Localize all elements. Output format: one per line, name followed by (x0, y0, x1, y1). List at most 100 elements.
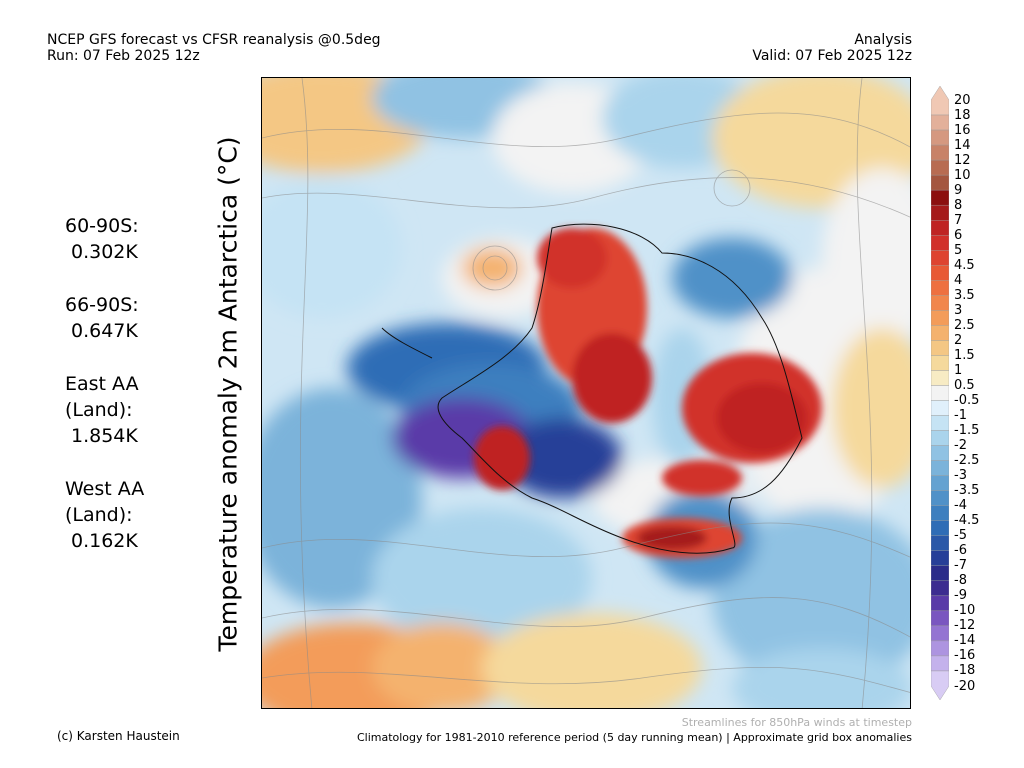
climatology-note: Climatology for 1981-2010 reference peri… (356, 731, 912, 744)
colorbar-segment (931, 445, 949, 461)
valid-time: Valid: 07 Feb 2025 12z (752, 48, 912, 64)
colorbar-tick-label: -3.5 (954, 483, 980, 499)
colorbar-segment (931, 310, 949, 326)
colorbar-segment (931, 400, 949, 416)
title-line2: Run: 07 Feb 2025 12z (47, 48, 200, 64)
colorbar-segment (931, 460, 949, 476)
colorbar-tick-label: -16 (954, 648, 976, 664)
colorbar-tick-label: -0.5 (954, 393, 980, 408)
colorbar-segments (931, 86, 949, 700)
colorbar-segment (931, 415, 949, 431)
stat-value: 0.162K (71, 530, 138, 552)
stat-east-aa: East AA (Land): 1.854K (65, 371, 144, 449)
colorbar-tick-label: 16 (954, 122, 971, 138)
stats-panel: 60-90S: 0.302K 66-90S: 0.647K East AA (L… (65, 213, 144, 581)
colorbar-tick-label: 3.5 (954, 287, 975, 303)
colorbar-tick-label: -2.5 (954, 453, 980, 469)
y-axis-label-area: Temperature anomaly 2m Antarctica (°C) (190, 78, 266, 710)
colorbar-segment (931, 250, 949, 266)
stat-value: 1.854K (71, 425, 138, 447)
colorbar-tick-label: 7 (954, 212, 963, 228)
colorbar-tick-label: 9 (954, 182, 963, 198)
colorbar-segment (931, 189, 949, 206)
colorbar-segment (931, 640, 949, 657)
colorbar-tick-label: 18 (954, 107, 971, 123)
credit: (c) Karsten Haustein (57, 729, 180, 743)
anomaly-field (262, 78, 910, 708)
colorbar-tick-label: -7 (954, 558, 967, 574)
colorbar-segment (931, 280, 949, 296)
colorbar-tick-label: 0.5 (954, 377, 975, 393)
y-axis-label: Temperature anomaly 2m Antarctica (°C) (213, 136, 243, 652)
stat-sublabel: (Land): (65, 504, 133, 526)
colorbar-segment (931, 355, 949, 371)
stat-label: East AA (65, 373, 139, 395)
colorbar-tick-label: 20 (954, 92, 971, 108)
colorbar-segment (931, 370, 949, 386)
colorbar-tick-label: 10 (954, 167, 971, 183)
colorbar-tick-label: 8 (954, 197, 963, 213)
colorbar-segment (931, 430, 949, 446)
colorbar-segment (931, 204, 949, 221)
analysis-label: Analysis (854, 32, 912, 48)
colorbar-segment (931, 670, 949, 700)
colorbar-tick-label: 6 (954, 227, 963, 243)
colorbar-segment (931, 174, 949, 191)
title-line1: NCEP GFS forecast vs CFSR reanalysis @0.… (47, 32, 381, 48)
colorbar-tick-label: -8 (954, 573, 967, 589)
stat-label: 60-90S: (65, 215, 139, 237)
colorbar-segment (931, 595, 949, 612)
colorbar-tick-label: 4.5 (954, 257, 975, 273)
colorbar-segment (931, 610, 949, 627)
stat-label: West AA (65, 478, 145, 500)
colorbar-tick-label: 1 (954, 362, 963, 378)
stat-60-90s: 60-90S: 0.302K (65, 213, 144, 265)
colorbar-tick-label: -6 (954, 543, 967, 559)
colorbar-tick-label: 4 (954, 272, 963, 288)
colorbar-tick-label: 1.5 (954, 347, 975, 363)
colorbar-segment (931, 565, 949, 582)
anomaly-map (261, 77, 911, 709)
colorbar-segment (931, 385, 949, 401)
coastline (381, 223, 803, 554)
colorbar-segment (931, 86, 949, 116)
colorbar-tick-label: -2 (954, 438, 967, 454)
colorbar-segment (931, 220, 949, 236)
colorbar-tick-label: -14 (954, 633, 976, 649)
colorbar-segment (931, 340, 949, 356)
colorbar-tick-label: 2.5 (954, 317, 975, 333)
colorbar-segment (931, 520, 949, 536)
colorbar-segment (931, 655, 949, 672)
colorbar-segment (931, 490, 949, 506)
stat-66-90s: 66-90S: 0.647K (65, 292, 144, 344)
stat-label: 66-90S: (65, 294, 139, 316)
colorbar (931, 86, 949, 700)
valid-block: Analysis Valid: 07 Feb 2025 12z (752, 32, 912, 64)
stat-sublabel: (Land): (65, 399, 133, 421)
colorbar-segment (931, 144, 949, 161)
colorbar-tick-label: 5 (954, 242, 963, 258)
colorbar-tick-label: 12 (954, 152, 971, 168)
colorbar-tick-label: -18 (954, 663, 976, 679)
colorbar-tick-label: -4 (954, 498, 967, 514)
colorbar-segment (931, 114, 949, 131)
colorbar-tick-label: 3 (954, 302, 963, 318)
colorbar-segment (931, 129, 949, 146)
colorbar-tick-label: 2 (954, 332, 963, 348)
colorbar-tick-label: -1.5 (954, 423, 980, 439)
colorbar-segment (931, 235, 949, 251)
stat-value: 0.302K (71, 241, 138, 263)
colorbar-tick-label: -1 (954, 408, 967, 424)
stat-value: 0.647K (71, 320, 138, 342)
anomaly-blobs (262, 78, 910, 708)
colorbar-segment (931, 295, 949, 311)
colorbar-tick-label: -12 (954, 618, 976, 634)
colorbar-segment (931, 505, 949, 521)
colorbar-segment (931, 325, 949, 341)
streamline-note: Streamlines for 850hPa winds at timestep (681, 716, 912, 729)
colorbar-tick-label: -9 (954, 588, 967, 604)
colorbar-segment (931, 625, 949, 642)
wind-streamlines (262, 78, 910, 708)
colorbar-segment (931, 265, 949, 281)
colorbar-tick-label: -5 (954, 528, 967, 544)
